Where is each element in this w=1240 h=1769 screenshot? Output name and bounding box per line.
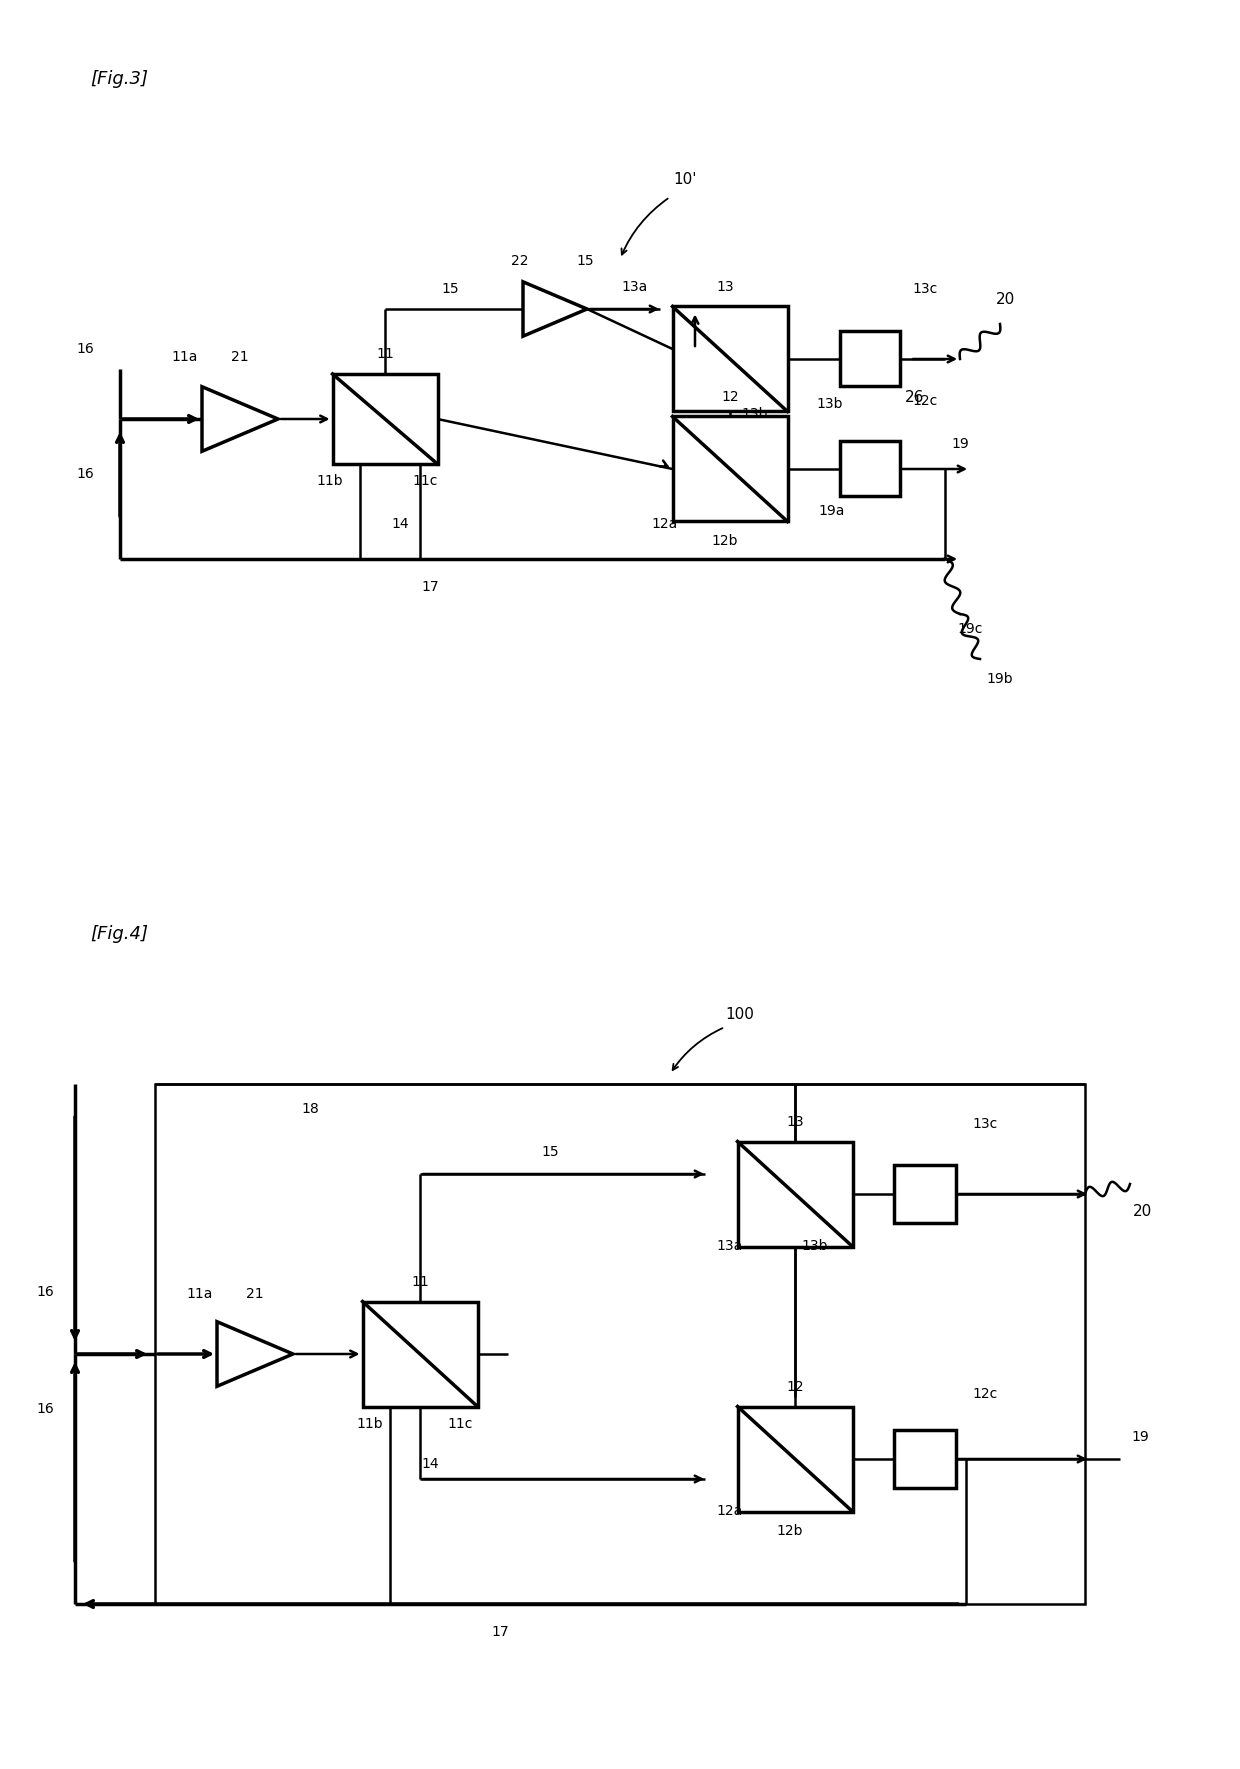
Text: 22: 22 [511, 255, 528, 267]
Text: 13a: 13a [717, 1238, 743, 1252]
Text: 12: 12 [786, 1380, 804, 1394]
Text: [Fig.4]: [Fig.4] [91, 925, 148, 943]
Text: 100: 100 [725, 1007, 754, 1021]
Text: 18: 18 [301, 1102, 319, 1116]
Text: 13: 13 [786, 1114, 804, 1129]
Text: 14: 14 [391, 517, 409, 531]
Polygon shape [217, 1321, 293, 1387]
Bar [738, 1406, 853, 1511]
Text: 12a: 12a [652, 517, 678, 531]
Text: 21: 21 [247, 1288, 264, 1300]
Text: 26: 26 [905, 389, 925, 405]
Bar [839, 331, 900, 386]
Text: 16: 16 [76, 467, 94, 481]
Text: 19: 19 [1131, 1429, 1149, 1444]
Text: 21: 21 [231, 350, 249, 364]
Bar [738, 1141, 853, 1247]
Text: 13c: 13c [913, 281, 937, 295]
Text: 10': 10' [673, 172, 697, 186]
Text: 12b: 12b [776, 1525, 804, 1537]
Bar [332, 373, 438, 463]
Text: 16: 16 [36, 1284, 53, 1298]
Text: 13a: 13a [622, 280, 649, 294]
Text: 17: 17 [422, 580, 439, 594]
Text: 13b: 13b [742, 407, 769, 421]
Text: 15: 15 [541, 1145, 559, 1159]
Text: 15: 15 [441, 281, 459, 295]
Text: 11: 11 [412, 1275, 429, 1290]
Text: 19b: 19b [987, 672, 1013, 686]
Polygon shape [202, 387, 278, 451]
Text: 12: 12 [722, 389, 739, 403]
Text: 17: 17 [491, 1626, 508, 1640]
Text: 13: 13 [717, 280, 734, 294]
Bar [155, 1084, 1085, 1604]
Bar [894, 1166, 956, 1222]
Text: 15: 15 [577, 255, 594, 267]
Text: 12c: 12c [972, 1387, 998, 1401]
Text: [Fig.3]: [Fig.3] [91, 71, 148, 88]
Text: 13b: 13b [802, 1238, 828, 1252]
Text: 11c: 11c [413, 474, 438, 488]
Text: 12b: 12b [712, 534, 738, 548]
Text: 11a: 11a [187, 1288, 213, 1300]
Text: 19a: 19a [818, 504, 846, 518]
Bar [839, 442, 900, 497]
Text: 14: 14 [422, 1458, 439, 1472]
Bar [362, 1302, 477, 1406]
Text: 16: 16 [36, 1403, 53, 1415]
Text: 11: 11 [376, 347, 394, 361]
Text: 11c: 11c [448, 1417, 472, 1431]
Text: 19c: 19c [957, 623, 982, 637]
Text: 19: 19 [951, 437, 968, 451]
Text: 16: 16 [76, 341, 94, 356]
Text: 20: 20 [1133, 1205, 1153, 1219]
Bar [672, 416, 787, 522]
Text: 12c: 12c [913, 394, 937, 409]
Text: 20: 20 [996, 292, 1014, 306]
Text: 11a: 11a [172, 350, 198, 364]
Text: 13b: 13b [817, 396, 843, 410]
Text: 11b: 11b [357, 1417, 383, 1431]
Text: 12a: 12a [717, 1504, 743, 1518]
Bar [672, 306, 787, 412]
Polygon shape [523, 281, 587, 336]
Text: 11b: 11b [316, 474, 343, 488]
Bar [894, 1429, 956, 1488]
Text: 13c: 13c [972, 1116, 998, 1130]
